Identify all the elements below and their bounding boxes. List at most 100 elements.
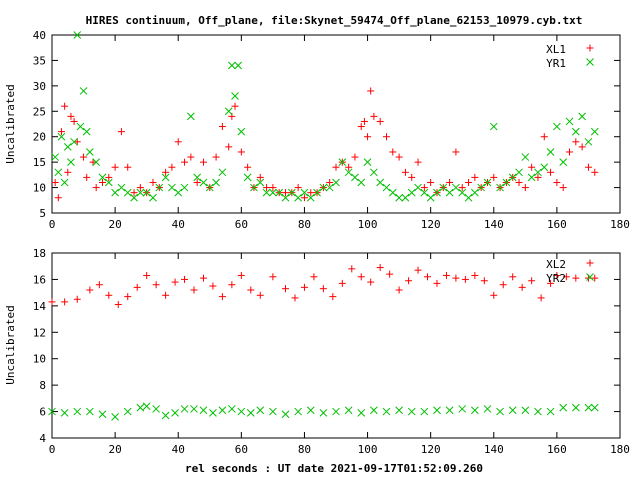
data-point-xl1 — [98, 178, 106, 186]
x-tick-label: 120 — [421, 218, 441, 231]
data-point-xl1 — [307, 189, 315, 197]
data-point-xl2 — [433, 279, 441, 287]
data-point-yr2 — [332, 407, 340, 416]
data-point-xl1 — [294, 184, 302, 192]
data-point-yr2 — [319, 409, 328, 417]
data-point-xl1 — [199, 158, 207, 166]
data-point-yr2 — [508, 406, 517, 415]
data-point-yr2 — [152, 405, 160, 413]
data-point-yr1 — [477, 183, 486, 192]
data-point-yr1 — [224, 107, 233, 116]
x-tick-label: 60 — [235, 443, 248, 456]
data-point-yr1 — [319, 183, 328, 192]
data-point-yr1 — [287, 188, 296, 197]
data-point-xl2 — [247, 286, 255, 294]
data-point-xl1 — [89, 158, 97, 166]
data-point-xl1 — [408, 173, 416, 181]
data-point-xl1 — [83, 173, 91, 181]
data-point-xl1 — [67, 112, 75, 120]
x-tick-label: 80 — [298, 218, 311, 231]
data-point-xl2 — [190, 286, 198, 294]
data-point-yr2 — [142, 402, 151, 411]
data-point-yr1 — [73, 31, 82, 39]
x-tick-label: 100 — [358, 443, 378, 456]
data-point-xl2 — [310, 273, 318, 281]
y-tick-label: 30 — [33, 80, 46, 93]
bottom-legend: XL2 YR2 — [546, 258, 594, 285]
data-point-yr1 — [527, 173, 536, 182]
data-point-yr1 — [142, 188, 151, 197]
data-point-yr2 — [190, 405, 198, 413]
data-point-yr1 — [590, 127, 599, 136]
bottom-x-ticks: 0 20 40 60 80 100 120 140 160 180 — [49, 253, 630, 456]
data-point-xl1 — [225, 143, 233, 151]
data-point-xl2 — [518, 283, 526, 291]
data-point-xl2 — [143, 271, 151, 279]
data-point-yr1 — [275, 188, 284, 197]
data-point-yr2 — [407, 407, 416, 416]
legend-sample-xl2 — [586, 259, 594, 267]
top-series-xl1 — [51, 87, 599, 202]
data-point-yr1 — [515, 168, 523, 177]
data-point-yr1 — [86, 148, 94, 156]
top-legend: XL1 YR1 — [546, 43, 594, 70]
data-point-xl1 — [540, 133, 548, 141]
data-point-yr1 — [313, 188, 321, 197]
data-point-yr1 — [458, 188, 467, 197]
data-point-yr1 — [174, 188, 183, 197]
data-point-yr2 — [571, 403, 580, 412]
data-point-yr1 — [344, 168, 353, 177]
data-point-xl1 — [528, 163, 536, 171]
data-point-xl2 — [300, 283, 308, 291]
data-point-yr1 — [104, 178, 113, 187]
x-tick-label: 20 — [108, 443, 121, 456]
y-tick-label: 10 — [33, 182, 46, 195]
data-point-yr1 — [433, 188, 441, 197]
data-point-yr2 — [294, 407, 302, 416]
data-point-yr1 — [376, 178, 385, 187]
x-tick-label: 100 — [358, 218, 378, 231]
data-point-yr1 — [54, 168, 63, 177]
y-tick-label: 18 — [33, 247, 46, 260]
y-tick-label: 14 — [33, 300, 47, 313]
data-point-xl2 — [547, 279, 555, 287]
data-point-xl2 — [424, 273, 432, 281]
data-point-yr1 — [168, 183, 176, 192]
data-point-yr2 — [136, 403, 145, 412]
data-point-yr2 — [256, 406, 265, 415]
data-point-xl2 — [376, 264, 384, 272]
data-point-yr2 — [382, 407, 391, 416]
data-point-yr1 — [117, 183, 126, 192]
data-point-xl1 — [367, 87, 375, 95]
x-tick-label: 180 — [610, 443, 630, 456]
data-point-xl1 — [364, 133, 372, 141]
top-series-yr1 — [51, 31, 599, 202]
data-point-yr2 — [180, 405, 189, 413]
data-point-yr1 — [92, 158, 101, 166]
data-point-xl1 — [300, 194, 308, 202]
chart-title: HIRES continuum, Off_plane, file:Skynet_… — [86, 14, 583, 27]
data-point-yr2 — [269, 407, 277, 416]
data-point-xl1 — [124, 163, 132, 171]
data-point-xl1 — [64, 168, 72, 176]
data-point-yr1 — [300, 188, 309, 197]
top-plot-border — [51, 34, 621, 214]
data-point-xl2 — [572, 274, 580, 282]
x-tick-label: 20 — [108, 218, 121, 231]
data-point-xl1 — [181, 158, 189, 166]
y-tick-label: 40 — [33, 29, 46, 42]
y-tick-label: 35 — [33, 54, 46, 67]
data-point-xl2 — [329, 293, 337, 301]
data-point-yr1 — [306, 193, 315, 202]
y-tick-label: 6 — [39, 406, 46, 419]
data-point-yr2 — [209, 409, 217, 417]
legend-sample-xl1 — [586, 44, 594, 52]
legend-label-xl2: XL2 — [546, 258, 566, 271]
data-point-yr2 — [357, 409, 366, 417]
data-point-yr1 — [351, 173, 359, 182]
data-point-yr1 — [338, 158, 347, 166]
data-point-yr1 — [370, 168, 378, 177]
data-point-xl2 — [537, 294, 545, 302]
data-point-xl2 — [73, 295, 81, 303]
data-point-yr1 — [250, 183, 258, 192]
